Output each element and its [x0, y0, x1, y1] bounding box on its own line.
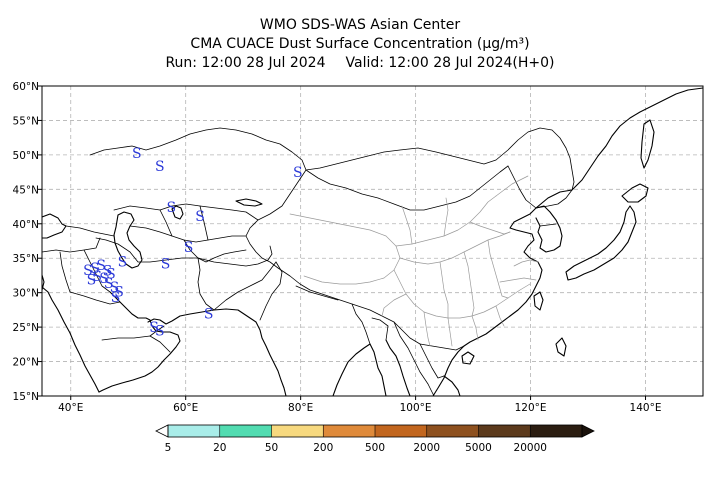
lon-tick-label: 60°E — [173, 402, 198, 414]
dust-marker: S — [106, 266, 116, 282]
colorbar-tick-label: 5 — [165, 442, 172, 454]
map-background — [42, 86, 703, 396]
colorbar-tick-label: 200 — [313, 442, 333, 454]
colorbar-bin — [219, 425, 272, 437]
title-center-name: WMO SDS-WAS Asian Center — [259, 17, 461, 33]
map-frame — [41, 85, 704, 397]
dust-marker: S — [195, 209, 205, 225]
colorbar-tick-label: 5000 — [465, 442, 492, 454]
dust-marker: S — [184, 240, 194, 256]
dust-marker: S — [114, 284, 124, 300]
lat-tick-label: 55°N — [13, 115, 39, 127]
dust-marker: S — [118, 255, 128, 271]
colorbar-bin — [168, 425, 220, 437]
dust-marker: S — [104, 276, 114, 292]
colorbar-bin — [323, 425, 375, 437]
lon-tick-label: 120°E — [515, 402, 547, 414]
lat-tick-label: 20°N — [13, 357, 39, 369]
colorbar-tick-label: 500 — [365, 442, 385, 454]
dust-marker: S — [149, 320, 159, 336]
dust-marker: S — [155, 324, 165, 340]
lon-tick-label: 80°E — [288, 402, 313, 414]
dust-marker: S — [90, 261, 100, 277]
dust-marker: S — [110, 280, 120, 296]
dust-marker: S — [111, 290, 121, 306]
colorbar-low-arrow — [155, 424, 169, 438]
lon-tick-label: 140°E — [630, 402, 662, 414]
dust-marker: S — [96, 258, 106, 274]
china-provincial-borders — [289, 175, 539, 347]
title-product: CMA CUACE Dust Surface Concentration (μg… — [190, 36, 530, 52]
colorbar-tick-label: 20000 — [514, 442, 547, 454]
valid-time: Valid: 12:00 28 Jul 2024(H+0) — [345, 55, 555, 71]
dust-marker: S — [161, 257, 171, 273]
dust-marker: S — [92, 269, 102, 285]
chart-title-block: WMO SDS-WAS Asian Center CMA CUACE Dust … — [0, 16, 720, 73]
lat-tick-label: 35°N — [13, 253, 39, 265]
lat-tick-label: 45°N — [13, 184, 39, 196]
colorbar-tick-label: 20 — [213, 442, 226, 454]
colorbar-bin — [375, 425, 427, 437]
run-time: Run: 12:00 28 Jul 2024 — [165, 55, 326, 71]
colorbar-bin — [478, 425, 531, 437]
lat-tick-label: 50°N — [13, 150, 39, 162]
dust-marker: S — [293, 165, 303, 181]
lat-tick-label: 40°N — [13, 219, 39, 231]
lat-tick-label: 25°N — [13, 322, 39, 334]
dust-marker: S — [83, 263, 93, 279]
lat-tick-label: 60°N — [13, 81, 39, 93]
dust-marker: S — [99, 271, 109, 287]
lon-tick-label: 100°E — [400, 402, 432, 414]
dust-marker: S — [132, 146, 142, 162]
dust-marker: S — [167, 200, 177, 216]
lat-tick-label: 15°N — [13, 391, 39, 403]
colorbar-bin — [426, 425, 479, 437]
colorbar-tick-label: 50 — [265, 442, 278, 454]
colorbar-high-arrow — [581, 424, 595, 438]
dust-marker: S — [155, 159, 165, 175]
lon-tick-label: 40°E — [58, 402, 83, 414]
colorbar-bin — [530, 425, 582, 437]
axis-tick-labels: 40°E 60°E 80°E 100°E 120°E 140°E 15°N 20°N 25°N 3… — [13, 81, 662, 414]
country-borders — [42, 127, 575, 396]
dust-marker: S — [103, 264, 113, 280]
lat-tick-label: 30°N — [13, 288, 39, 300]
dust-marker: S — [204, 306, 214, 322]
colorbar-tick-label: 2000 — [413, 442, 440, 454]
title-times: Run: 12:00 28 Jul 2024 Valid: 12:00 28 Ju… — [0, 54, 720, 73]
dust-marker: S — [87, 273, 97, 289]
colorbar: 5 20 50 200 500 2000 5000 20000 — [155, 424, 595, 454]
colorbar-bin — [271, 425, 324, 437]
